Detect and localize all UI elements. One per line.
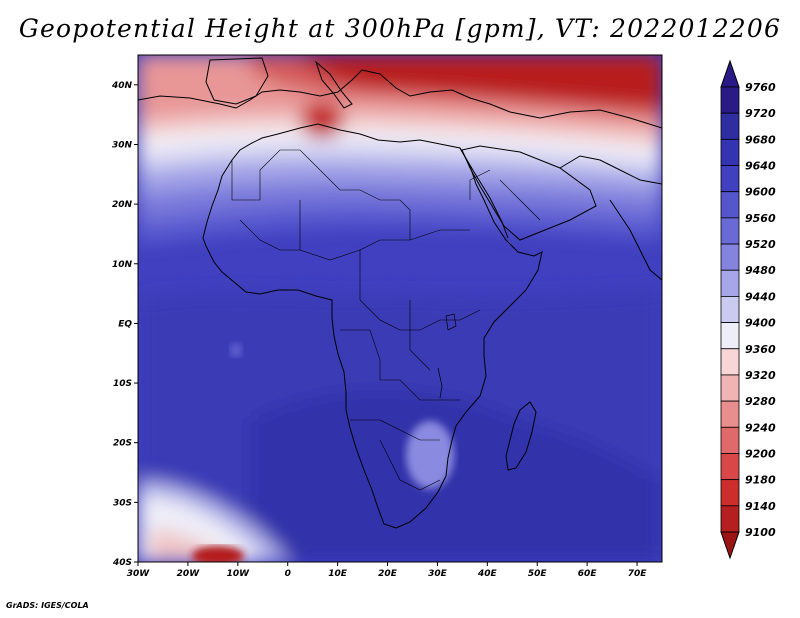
x-axis: 30W 20W 10W 0 10E 20E 30E 40E 50E 60E 70E <box>127 562 647 579</box>
arabian-peninsula <box>461 145 597 241</box>
chart-title: Geopotential Height at 300hPa [gpm], VT:… <box>18 14 782 43</box>
persian-gulf <box>559 155 662 185</box>
colorbar-label: 9680 <box>745 133 776 146</box>
y-axis: 40N 30N 20N 10N EQ 10S 20S 30S 40S <box>111 81 138 568</box>
colorbar-label: 9200 <box>745 447 776 460</box>
field-band-9140 <box>300 55 662 108</box>
y-tick-label: 30S <box>113 498 132 508</box>
x-tick-label: 60E <box>578 569 598 579</box>
x-tick-label: 70E <box>628 569 648 579</box>
country-borders <box>231 149 541 491</box>
field-band-south-deep <box>250 390 662 562</box>
colorbar-label: 9600 <box>745 186 776 199</box>
colorbar-label: 9480 <box>745 264 776 277</box>
colorbar-swatch <box>720 191 740 219</box>
colorbar-label: 9320 <box>745 369 776 382</box>
y-tick-label: 20S <box>113 439 132 449</box>
colorbar-swatch <box>720 165 740 193</box>
colorbar-label: 9760 <box>745 81 776 94</box>
x-tick-label: 0 <box>285 569 291 579</box>
lakes <box>437 313 457 399</box>
y-tick-label: 40S <box>112 558 132 568</box>
colorbar-swatch <box>720 374 740 402</box>
colorbar-swatch <box>720 217 740 245</box>
colorbar-label: 9560 <box>745 212 776 225</box>
colorbar-swatch <box>720 400 740 428</box>
colorbar-swatch <box>720 322 740 350</box>
x-tick-label: 20E <box>378 569 398 579</box>
x-tick-label: 10E <box>328 569 348 579</box>
colorbar-swatch <box>720 505 740 533</box>
y-tick-label: EQ <box>118 319 132 329</box>
colorbar-label: 9240 <box>745 421 776 434</box>
iberia <box>205 57 269 105</box>
colorbar-label: 9180 <box>745 474 776 487</box>
y-tick-label: 20N <box>112 200 133 210</box>
italy <box>314 60 353 109</box>
colorbar-label: 9440 <box>745 290 776 303</box>
field-small-light-spot <box>230 343 242 357</box>
colorbar-swatch <box>720 243 740 271</box>
colorbar-swatch <box>720 348 740 376</box>
plot-frame <box>137 54 663 563</box>
lake-victoria <box>445 313 457 331</box>
x-tick-label: 40E <box>477 569 498 579</box>
colorbar-swatch <box>720 296 740 323</box>
y-tick-label: 10S <box>113 379 132 389</box>
colorbar-swatch <box>720 269 740 297</box>
colorbar-label: 9100 <box>745 526 776 539</box>
colorbar-bottom-arrow <box>720 531 740 560</box>
colorbar-top-arrow <box>720 59 740 88</box>
field-band-low-spot <box>300 102 344 138</box>
colorbar-label: 9400 <box>745 317 776 330</box>
x-tick-label: 10W <box>227 569 251 579</box>
colorbar-swatch <box>720 86 740 114</box>
colorbar-label: 9520 <box>745 238 776 251</box>
field-sw-low <box>192 546 244 562</box>
red-sea <box>459 147 509 239</box>
x-tick-label: 50E <box>528 569 548 579</box>
x-tick-label: 20W <box>177 569 201 579</box>
coastlines <box>138 57 662 529</box>
colorbar-swatch <box>720 453 740 481</box>
field-southern-africa-light <box>406 421 454 489</box>
y-tick-label: 40N <box>111 81 133 91</box>
y-tick-label: 10N <box>112 260 133 270</box>
colorbar-label: 9280 <box>745 395 776 408</box>
colorbar-swatch <box>720 479 740 507</box>
colorbar-swatch <box>720 138 740 166</box>
colorbar-label: 9140 <box>745 500 776 513</box>
india-west <box>609 199 662 281</box>
colorbar-label: 9720 <box>745 107 776 120</box>
geopotential-field <box>138 55 662 562</box>
europe-coast <box>138 69 662 129</box>
colorbar-swatch <box>720 112 740 140</box>
x-tick-label: 30E <box>428 569 448 579</box>
grads-credit: GrADS: IGES/COLA <box>6 601 89 610</box>
colorbar-label: 9640 <box>745 160 776 173</box>
y-tick-label: 30N <box>112 140 133 150</box>
colorbar: 9760 9720 9680 9640 9600 9560 9520 9480 9440 9400… <box>720 59 776 560</box>
lake-malawi <box>437 367 443 399</box>
africa-coastline <box>202 123 543 529</box>
x-tick-label: 30W <box>127 569 151 579</box>
colorbar-label: 9360 <box>745 343 776 356</box>
madagascar-coastline <box>505 401 537 471</box>
colorbar-swatch <box>720 426 740 454</box>
